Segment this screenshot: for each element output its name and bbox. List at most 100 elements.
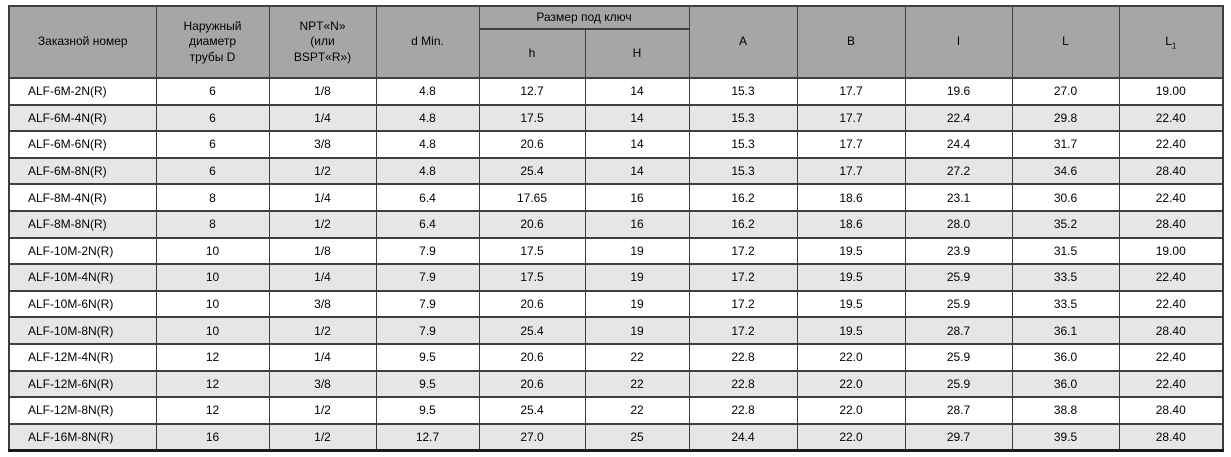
value-cell: 27.0 — [478, 422, 586, 452]
value-cell: 22 — [584, 396, 690, 425]
value-cell: 4.8 — [375, 103, 480, 133]
value-cell: 17.5 — [478, 263, 586, 292]
l1-base: L — [1165, 34, 1172, 49]
header-order-number: Заказной номер — [8, 5, 157, 79]
header-dim-a: A — [688, 5, 798, 79]
header-dim-l-upper: L — [1011, 5, 1120, 79]
value-cell: 17.7 — [796, 77, 906, 106]
order-number-cell: ALF-10M-4N(R) — [8, 263, 157, 292]
value-cell: 28.40 — [1118, 316, 1224, 345]
value-cell: 20.6 — [478, 342, 586, 372]
value-cell: 8 — [155, 183, 270, 212]
order-number-cell: ALF-6M-2N(R) — [8, 77, 157, 106]
value-cell: 15.3 — [688, 77, 798, 106]
header-d-min: d Min. — [375, 5, 480, 79]
value-cell: 9.5 — [375, 369, 480, 399]
value-cell: 22 — [584, 342, 690, 372]
value-cell: 31.5 — [1011, 236, 1120, 266]
header-wrench-size-group: Размер под ключ — [478, 5, 690, 30]
value-cell: 12.7 — [478, 77, 586, 106]
value-cell: 7.9 — [375, 263, 480, 292]
value-cell: 9.5 — [375, 396, 480, 425]
value-cell: 20.6 — [478, 369, 586, 399]
value-cell: 19 — [584, 236, 690, 266]
value-cell: 25.4 — [478, 156, 586, 186]
table-row: ALF-16M-8N(R) 16 1/2 12.7 27.0 25 24.4 22.0 29.7… — [8, 422, 1224, 452]
order-number-cell: ALF-6M-6N(R) — [8, 130, 157, 159]
value-cell: 28.40 — [1118, 156, 1224, 186]
value-cell: 22.0 — [796, 342, 906, 372]
value-cell: 16.2 — [688, 209, 798, 239]
value-cell: 19 — [584, 316, 690, 345]
value-cell: 24.4 — [904, 130, 1013, 159]
table-row: ALF-6M-2N(R) 6 1/8 4.8 12.7 14 15.3 17.7 19.6 27.… — [8, 77, 1224, 106]
value-cell: 22.40 — [1118, 342, 1224, 372]
value-cell: 12 — [155, 396, 270, 425]
table-row: ALF-12M-6N(R) 12 3/8 9.5 20.6 22 22.8 22.0 25.9 3… — [8, 369, 1224, 399]
value-cell: 22.4 — [904, 103, 1013, 133]
value-cell: 19.5 — [796, 316, 906, 345]
value-cell: 22.40 — [1118, 103, 1224, 133]
value-cell: 20.6 — [478, 209, 586, 239]
value-cell: 6 — [155, 130, 270, 159]
value-cell: 24.4 — [688, 422, 798, 452]
order-number-cell: ALF-16M-8N(R) — [8, 422, 157, 452]
value-cell: 7.9 — [375, 316, 480, 345]
value-cell: 9.5 — [375, 342, 480, 372]
value-cell: 23.9 — [904, 236, 1013, 266]
value-cell: 33.5 — [1011, 263, 1120, 292]
value-cell: 16 — [584, 183, 690, 212]
value-cell: 1/4 — [268, 183, 377, 212]
fitting-dimensions-table: Заказной номер Наружный диаметр трубы D … — [8, 5, 1225, 452]
spec-table-container: Заказной номер Наружный диаметр трубы D … — [8, 5, 1225, 452]
value-cell: 18.6 — [796, 209, 906, 239]
value-cell: 19.5 — [796, 236, 906, 266]
value-cell: 14 — [584, 77, 690, 106]
table-row: ALF-12M-8N(R) 12 1/2 9.5 25.4 22 22.8 22.0 28.7 3… — [8, 396, 1224, 425]
value-cell: 35.2 — [1011, 209, 1120, 239]
order-number-cell: ALF-6M-8N(R) — [8, 156, 157, 186]
value-cell: 22.40 — [1118, 130, 1224, 159]
value-cell: 17.7 — [796, 103, 906, 133]
value-cell: 17.2 — [688, 263, 798, 292]
value-cell: 22.8 — [688, 396, 798, 425]
value-cell: 14 — [584, 130, 690, 159]
value-cell: 19.00 — [1118, 77, 1224, 106]
table-body: ALF-6M-2N(R) 6 1/8 4.8 12.7 14 15.3 17.7 19.6 27.… — [8, 77, 1224, 452]
value-cell: 25.9 — [904, 263, 1013, 292]
value-cell: 12 — [155, 369, 270, 399]
header-row-top: Заказной номер Наружный диаметр трубы D … — [8, 5, 1224, 79]
header-wrench-h-upper: H — [584, 28, 690, 79]
value-cell: 34.6 — [1011, 156, 1120, 186]
table-row: ALF-8M-8N(R) 8 1/2 6.4 20.6 16 16.2 18.6 28.0 35.… — [8, 209, 1224, 239]
table-row: ALF-6M-8N(R) 6 1/2 4.8 25.4 14 15.3 17.7 27.2 34.… — [8, 156, 1224, 186]
value-cell: 31.7 — [1011, 130, 1120, 159]
value-cell: 25.4 — [478, 396, 586, 425]
value-cell: 12.7 — [375, 422, 480, 452]
value-cell: 17.7 — [796, 156, 906, 186]
value-cell: 17.2 — [688, 236, 798, 266]
value-cell: 20.6 — [478, 130, 586, 159]
value-cell: 1/4 — [268, 342, 377, 372]
l1-subscript: 1 — [1171, 41, 1177, 51]
value-cell: 25.4 — [478, 316, 586, 345]
value-cell: 7.9 — [375, 236, 480, 266]
table-row: ALF-12M-4N(R) 12 1/4 9.5 20.6 22 22.8 22.0 25.9 3… — [8, 342, 1224, 372]
value-cell: 6 — [155, 77, 270, 106]
value-cell: 18.6 — [796, 183, 906, 212]
value-cell: 1/2 — [268, 156, 377, 186]
value-cell: 36.0 — [1011, 342, 1120, 372]
order-number-cell: ALF-12M-4N(R) — [8, 342, 157, 372]
value-cell: 25.9 — [904, 369, 1013, 399]
value-cell: 10 — [155, 289, 270, 319]
value-cell: 4.8 — [375, 130, 480, 159]
value-cell: 19.6 — [904, 77, 1013, 106]
value-cell: 25.9 — [904, 289, 1013, 319]
value-cell: 22.40 — [1118, 183, 1224, 212]
value-cell: 17.7 — [796, 130, 906, 159]
value-cell: 16 — [155, 422, 270, 452]
value-cell: 28.0 — [904, 209, 1013, 239]
order-number-cell: ALF-12M-8N(R) — [8, 396, 157, 425]
value-cell: 36.1 — [1011, 316, 1120, 345]
value-cell: 28.40 — [1118, 209, 1224, 239]
